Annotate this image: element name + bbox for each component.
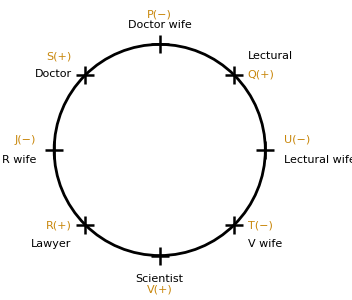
Text: Lectural: Lectural <box>248 51 293 61</box>
Text: Doctor: Doctor <box>34 69 72 79</box>
Text: V(+): V(+) <box>147 284 172 295</box>
Text: R wife: R wife <box>1 155 36 165</box>
Text: Q(+): Q(+) <box>248 69 275 79</box>
Text: T(−): T(−) <box>248 221 273 231</box>
Text: S(+): S(+) <box>46 51 72 61</box>
Text: Lectural wife: Lectural wife <box>284 155 352 165</box>
Text: U(−): U(−) <box>284 135 310 145</box>
Text: Scientist: Scientist <box>136 274 184 284</box>
Text: P(−): P(−) <box>147 10 172 20</box>
Text: V wife: V wife <box>248 239 282 249</box>
Text: Doctor wife: Doctor wife <box>128 20 191 30</box>
Text: Lawyer: Lawyer <box>31 239 72 249</box>
Text: R(+): R(+) <box>46 221 72 231</box>
Text: J(−): J(−) <box>14 135 36 145</box>
